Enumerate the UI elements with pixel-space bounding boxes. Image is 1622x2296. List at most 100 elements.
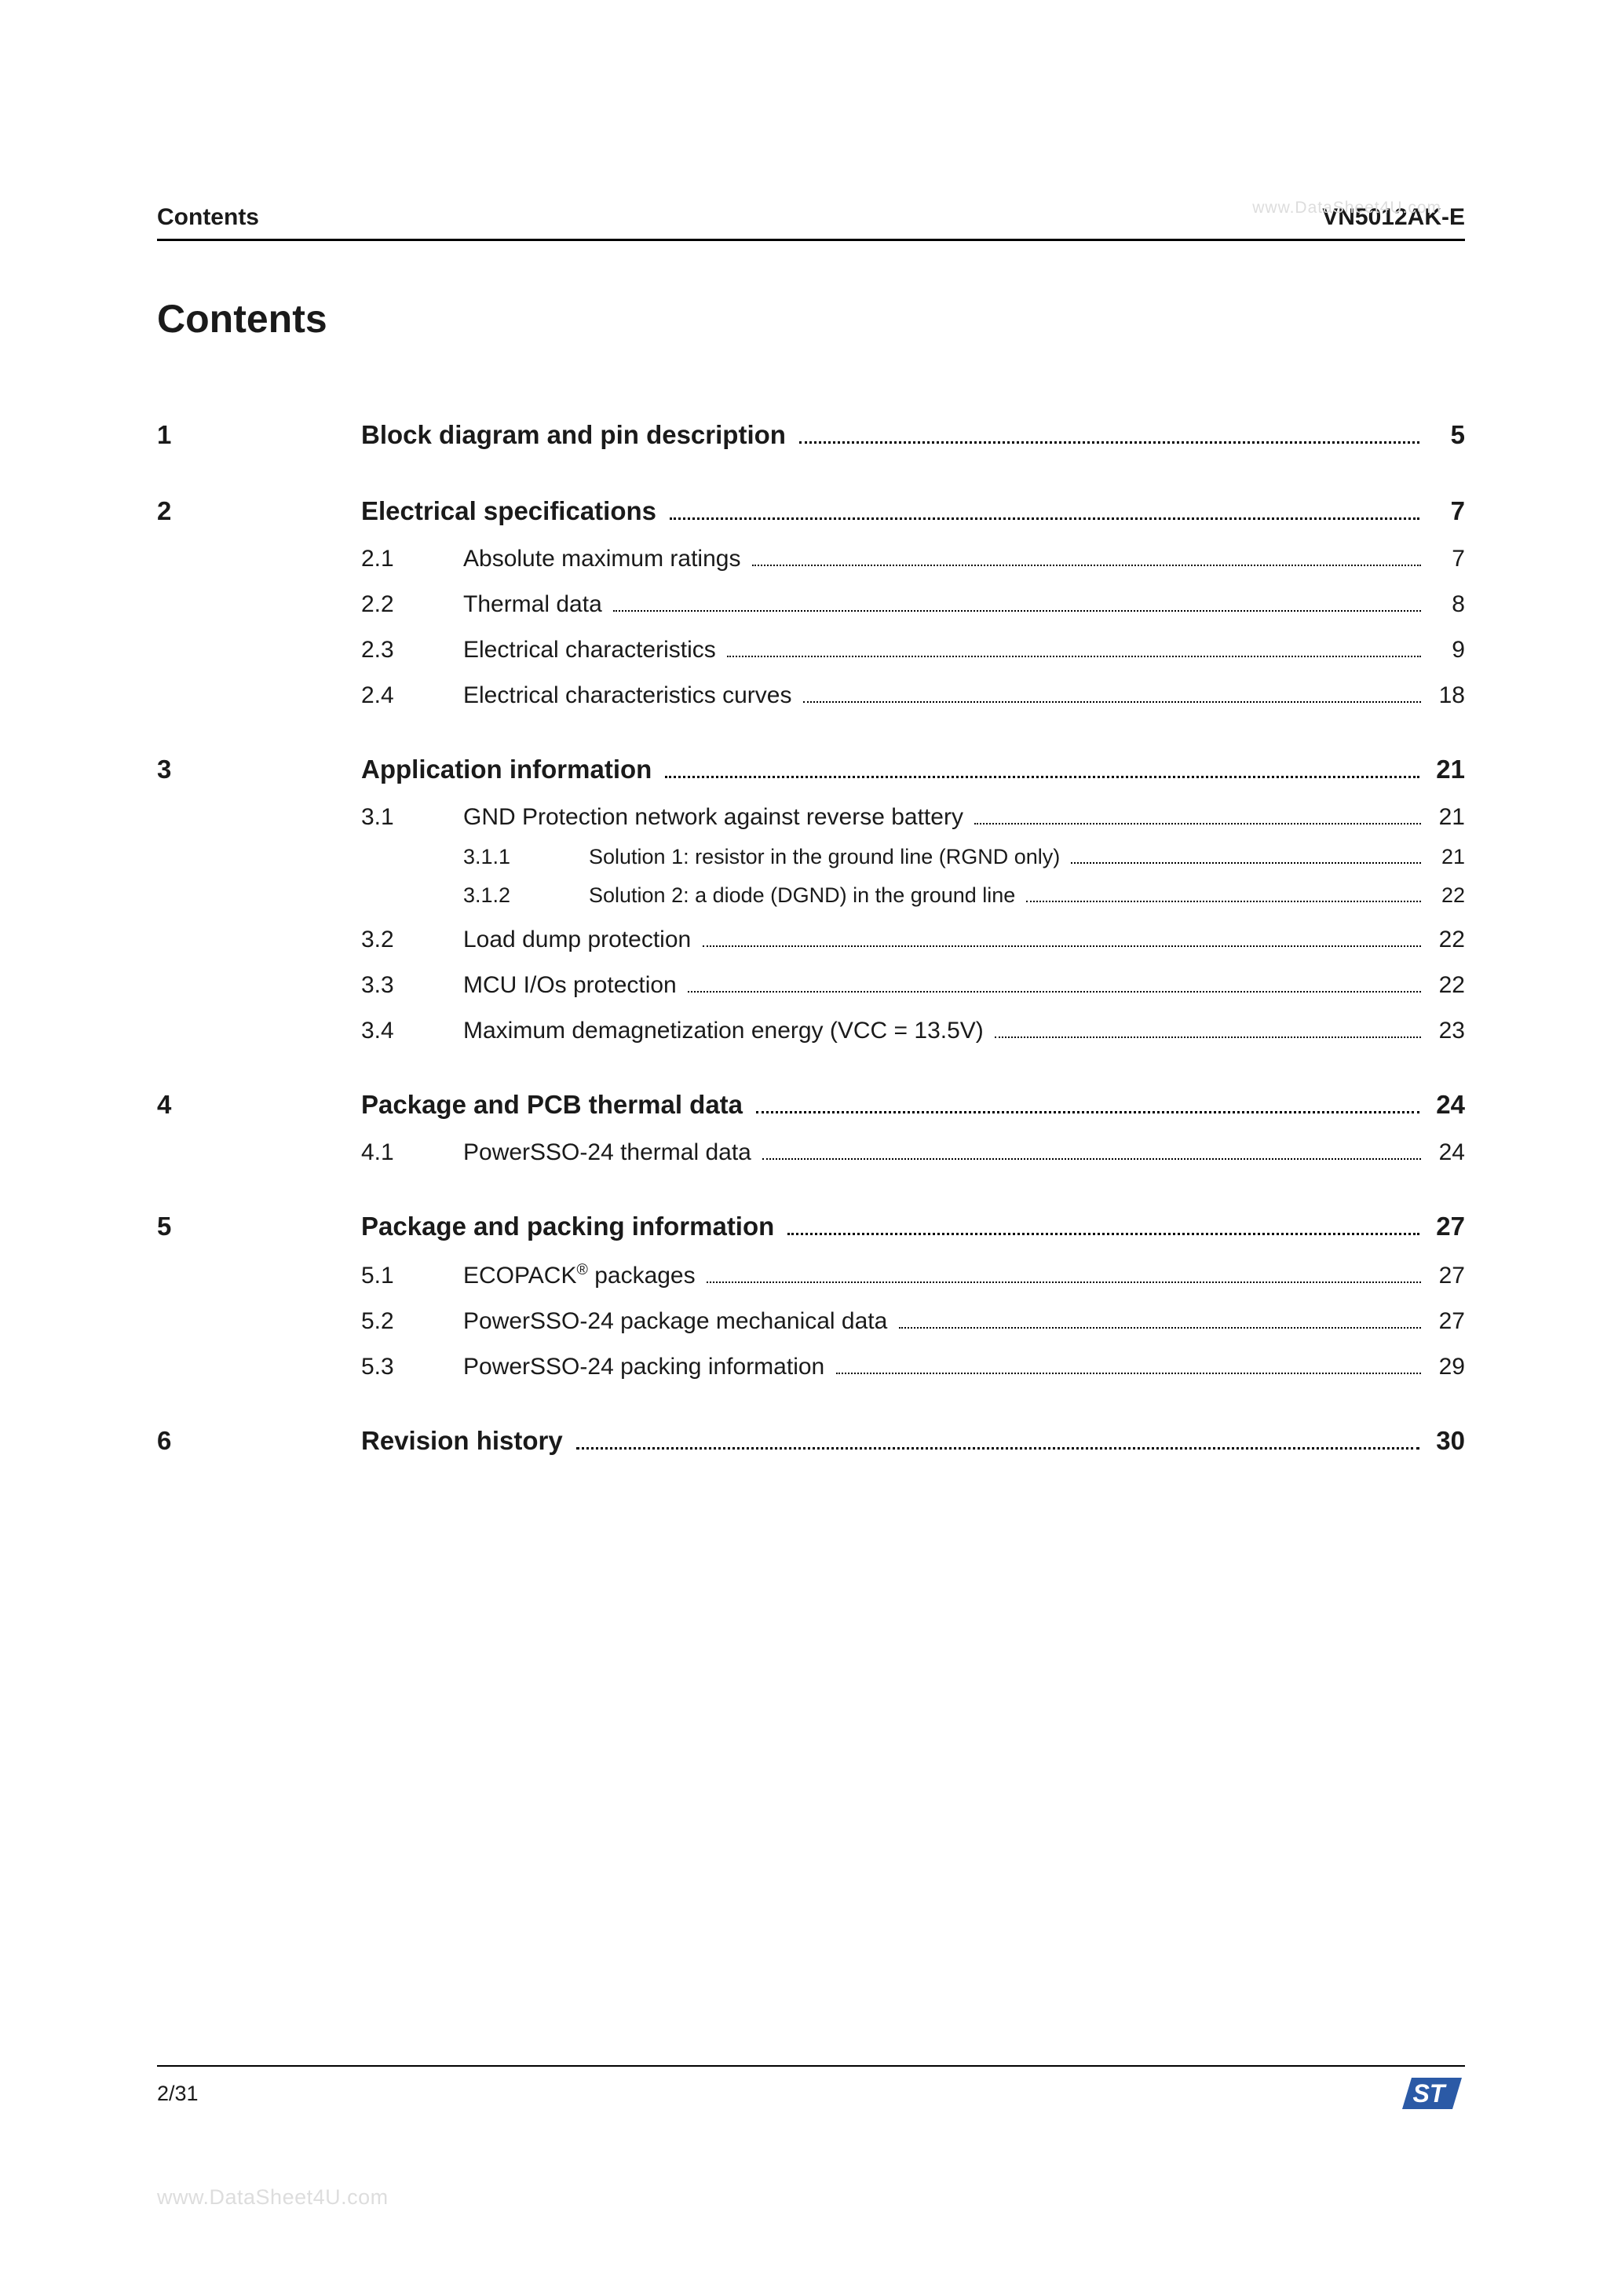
toc-subsection-row[interactable]: 2.2Thermal data 8: [157, 591, 1465, 618]
toc-subsection-number: 2.2: [361, 591, 463, 618]
toc-section: 6Revision history 30: [157, 1426, 1465, 1457]
toc-subsection-row[interactable]: 3.3MCU I/Os protection 22: [157, 972, 1465, 999]
toc-subsection-row[interactable]: 4.1PowerSSO-24 thermal data 24: [157, 1139, 1465, 1166]
toc-subsection-page: 24: [1426, 1139, 1465, 1166]
toc-subsection-row[interactable]: 5.2PowerSSO-24 package mechanical data 2…: [157, 1308, 1465, 1335]
toc-subsection-row[interactable]: 3.4Maximum demagnetization energy (VCC =…: [157, 1018, 1465, 1044]
page-footer: 2/31 ST: [157, 2065, 1465, 2115]
toc-leader-dots: [707, 1269, 1421, 1283]
toc-leader-dots: [762, 1146, 1421, 1160]
toc-leader-dots: [703, 933, 1421, 947]
watermark-bottom: www.DataSheet4U.com: [157, 2185, 389, 2210]
toc-subsection-row[interactable]: 5.1ECOPACK® packages 27: [157, 1261, 1465, 1289]
toc-leader-dots: [799, 428, 1419, 444]
toc-subsection-page: 9: [1426, 637, 1465, 664]
toc-leader-dots: [752, 552, 1421, 566]
toc-subsection-number: 5.3: [361, 1354, 463, 1380]
toc-subsection-page: 8: [1426, 591, 1465, 618]
toc-section-title: Application information: [361, 755, 659, 784]
toc-leader-dots: [688, 978, 1421, 993]
toc-subsection-page: 22: [1426, 927, 1465, 953]
toc-subsection-page: 27: [1426, 1308, 1465, 1335]
toc-section: 2Electrical specifications 72.1Absolute …: [157, 496, 1465, 709]
toc-section-page: 27: [1426, 1212, 1465, 1241]
toc-section-title: Package and PCB thermal data: [361, 1090, 750, 1120]
toc-leader-dots: [756, 1098, 1419, 1113]
toc-section-number: 2: [157, 496, 361, 526]
toc-leader-dots: [1071, 851, 1421, 864]
toc-subsection-title: GND Protection network against reverse b…: [463, 804, 970, 831]
toc-section-number: 3: [157, 755, 361, 784]
toc-subsection-number: 2.1: [361, 546, 463, 572]
toc-leader-dots: [995, 1024, 1421, 1038]
toc-subsection-row[interactable]: 5.3PowerSSO-24 packing information 29: [157, 1354, 1465, 1380]
page-title: Contents: [157, 296, 1465, 342]
toc-section-page: 30: [1426, 1426, 1465, 1456]
toc-leader-dots: [1026, 890, 1421, 902]
toc-subsection-row[interactable]: 3.2Load dump protection 22: [157, 927, 1465, 953]
toc-section-row[interactable]: 3Application information 21: [157, 755, 1465, 785]
toc-subsection-page: 18: [1426, 682, 1465, 709]
toc-subsubsection-title: Solution 1: resistor in the ground line …: [589, 845, 1066, 869]
toc-section-number: 5: [157, 1212, 361, 1241]
toc-section-page: 5: [1426, 420, 1465, 450]
toc-subsubsection-number: 3.1.1: [463, 845, 589, 869]
toc-section-title: Electrical specifications: [361, 496, 663, 526]
toc-leader-dots: [836, 1360, 1421, 1374]
toc-subsection-number: 5.2: [361, 1308, 463, 1335]
toc-subsection-row[interactable]: 2.4Electrical characteristics curves 18: [157, 682, 1465, 709]
toc-leader-dots: [899, 1314, 1421, 1329]
toc-subsection-title: PowerSSO-24 package mechanical data: [463, 1308, 894, 1335]
toc-section-title: Revision history: [361, 1426, 570, 1456]
toc-section-page: 21: [1426, 755, 1465, 784]
toc-subsection-row[interactable]: 2.3Electrical characteristics 9: [157, 637, 1465, 664]
toc-subsection-title: Load dump protection: [463, 927, 698, 953]
toc-leader-dots: [974, 810, 1421, 824]
page: www.DataSheet4U.com Contents VN5012AK-E …: [0, 0, 1622, 2296]
toc-section-row[interactable]: 1Block diagram and pin description 5: [157, 420, 1465, 451]
toc-section-row[interactable]: 6Revision history 30: [157, 1426, 1465, 1457]
toc-section-page: 7: [1426, 496, 1465, 526]
toc-subsubsection-title: Solution 2: a diode (DGND) in the ground…: [589, 883, 1021, 908]
toc-section-row[interactable]: 4Package and PCB thermal data 24: [157, 1090, 1465, 1121]
toc-subsection-title: PowerSSO-24 thermal data: [463, 1139, 758, 1166]
toc-subsection-title: Absolute maximum ratings: [463, 546, 747, 572]
toc-subsubsection-row[interactable]: 3.1.2Solution 2: a diode (DGND) in the g…: [157, 883, 1465, 908]
toc-leader-dots: [727, 643, 1421, 657]
toc-section: 1Block diagram and pin description 5: [157, 420, 1465, 451]
toc-subsection-title: Thermal data: [463, 591, 608, 618]
toc-section-row[interactable]: 5Package and packing information 27: [157, 1212, 1465, 1242]
toc-leader-dots: [670, 504, 1419, 520]
toc-subsection-title: Electrical characteristics: [463, 637, 722, 664]
toc-subsubsection-number: 3.1.2: [463, 883, 589, 908]
toc-subsection-number: 4.1: [361, 1139, 463, 1166]
toc-section: 3Application information 21 3.1GND Protec…: [157, 755, 1465, 1044]
toc-subsection-page: 27: [1426, 1263, 1465, 1289]
toc-subsection-page: 29: [1426, 1354, 1465, 1380]
toc-subsection-page: 7: [1426, 546, 1465, 572]
toc-subsection-page: 23: [1426, 1018, 1465, 1044]
toc-section-number: 1: [157, 420, 361, 450]
toc-section-number: 4: [157, 1090, 361, 1120]
toc-section-title: Package and packing information: [361, 1212, 781, 1241]
toc-subsection-number: 3.4: [361, 1018, 463, 1044]
toc-subsection-row[interactable]: 3.1GND Protection network against revers…: [157, 804, 1465, 831]
toc-subsection-row[interactable]: 2.1Absolute maximum ratings 7: [157, 546, 1465, 572]
toc-subsection-number: 3.1: [361, 804, 463, 831]
toc-leader-dots: [576, 1434, 1419, 1450]
toc-subsubsection-row[interactable]: 3.1.1Solution 1: resistor in the ground …: [157, 845, 1465, 869]
toc-leader-dots: [665, 762, 1419, 778]
toc-subsection-number: 3.2: [361, 927, 463, 953]
toc-leader-dots: [803, 689, 1421, 703]
toc-subsection-title: Electrical characteristics curves: [463, 682, 798, 709]
toc-subsection-number: 5.1: [361, 1263, 463, 1289]
toc-subsection-title: Maximum demagnetization energy (VCC = 13…: [463, 1018, 990, 1044]
toc-subsection-page: 22: [1426, 972, 1465, 999]
toc-subsection-title: PowerSSO-24 packing information: [463, 1354, 831, 1380]
toc-subsection-title: MCU I/Os protection: [463, 972, 683, 999]
toc-subsubsection-page: 21: [1426, 845, 1465, 869]
toc-subsection-number: 2.3: [361, 637, 463, 664]
toc-section: 4Package and PCB thermal data 244.1Power…: [157, 1090, 1465, 1166]
toc-section-row[interactable]: 2Electrical specifications 7: [157, 496, 1465, 527]
header-section-label: Contents: [157, 204, 259, 231]
